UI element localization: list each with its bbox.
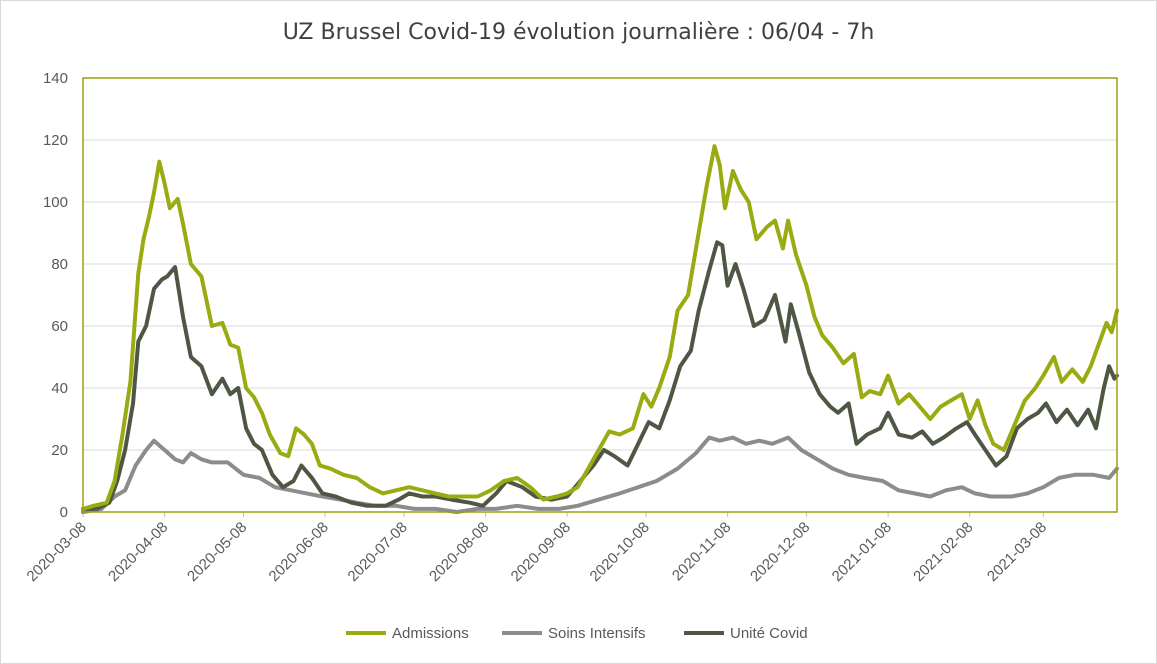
series-line-unit-covid bbox=[81, 240, 1119, 511]
series-line-admissions bbox=[81, 144, 1119, 511]
plot-area-border bbox=[82, 77, 1118, 513]
x-tick-label: 2021-03-08 bbox=[984, 519, 1050, 585]
x-axis-ticks: 2020-03-08 2020-04-08 2020-05-08 2020-06-08… bbox=[24, 512, 1050, 585]
x-tick-label: 2020-11-08 bbox=[669, 519, 734, 584]
x-tick-label: 2020-05-08 bbox=[184, 519, 250, 585]
y-tick-label: 60 bbox=[51, 318, 68, 335]
legend-label: Soins Intensifs bbox=[548, 625, 646, 642]
gridlines bbox=[83, 139, 1117, 451]
x-tick-label: 2020-07-08 bbox=[345, 519, 411, 585]
y-tick-label: 100 bbox=[43, 194, 68, 211]
series-line-soins-intensifs bbox=[81, 435, 1119, 514]
y-axis-ticks: 0 20 40 60 80 100 120 140 bbox=[43, 70, 68, 521]
legend-label: Admissions bbox=[392, 625, 469, 642]
x-tick-label: 2020-09-08 bbox=[508, 519, 574, 585]
y-tick-label: 20 bbox=[51, 442, 68, 459]
y-tick-label: 80 bbox=[51, 256, 68, 273]
y-tick-label: 40 bbox=[51, 380, 68, 397]
x-tick-label: 2020-10-08 bbox=[587, 519, 653, 585]
x-tick-label: 2020-06-08 bbox=[266, 519, 332, 585]
y-tick-label: 0 bbox=[60, 504, 68, 521]
y-tick-label: 140 bbox=[43, 70, 68, 87]
x-tick-label: 2021-02-08 bbox=[910, 519, 976, 585]
chart-title: UZ Brussel Covid-19 évolution journalièr… bbox=[282, 20, 875, 45]
y-tick-label: 120 bbox=[43, 132, 68, 149]
x-tick-label: 2020-08-08 bbox=[426, 519, 492, 585]
x-tick-label: 2020-04-08 bbox=[105, 519, 171, 585]
x-tick-label: 2020-03-08 bbox=[24, 519, 90, 585]
series-lines bbox=[81, 144, 1119, 514]
x-tick-label: 2020-12-08 bbox=[747, 519, 813, 585]
legend: Admissions Soins Intensifs Unité Covid bbox=[346, 625, 808, 642]
x-tick-label: 2021-01-08 bbox=[829, 519, 895, 585]
legend-label: Unité Covid bbox=[730, 625, 808, 642]
